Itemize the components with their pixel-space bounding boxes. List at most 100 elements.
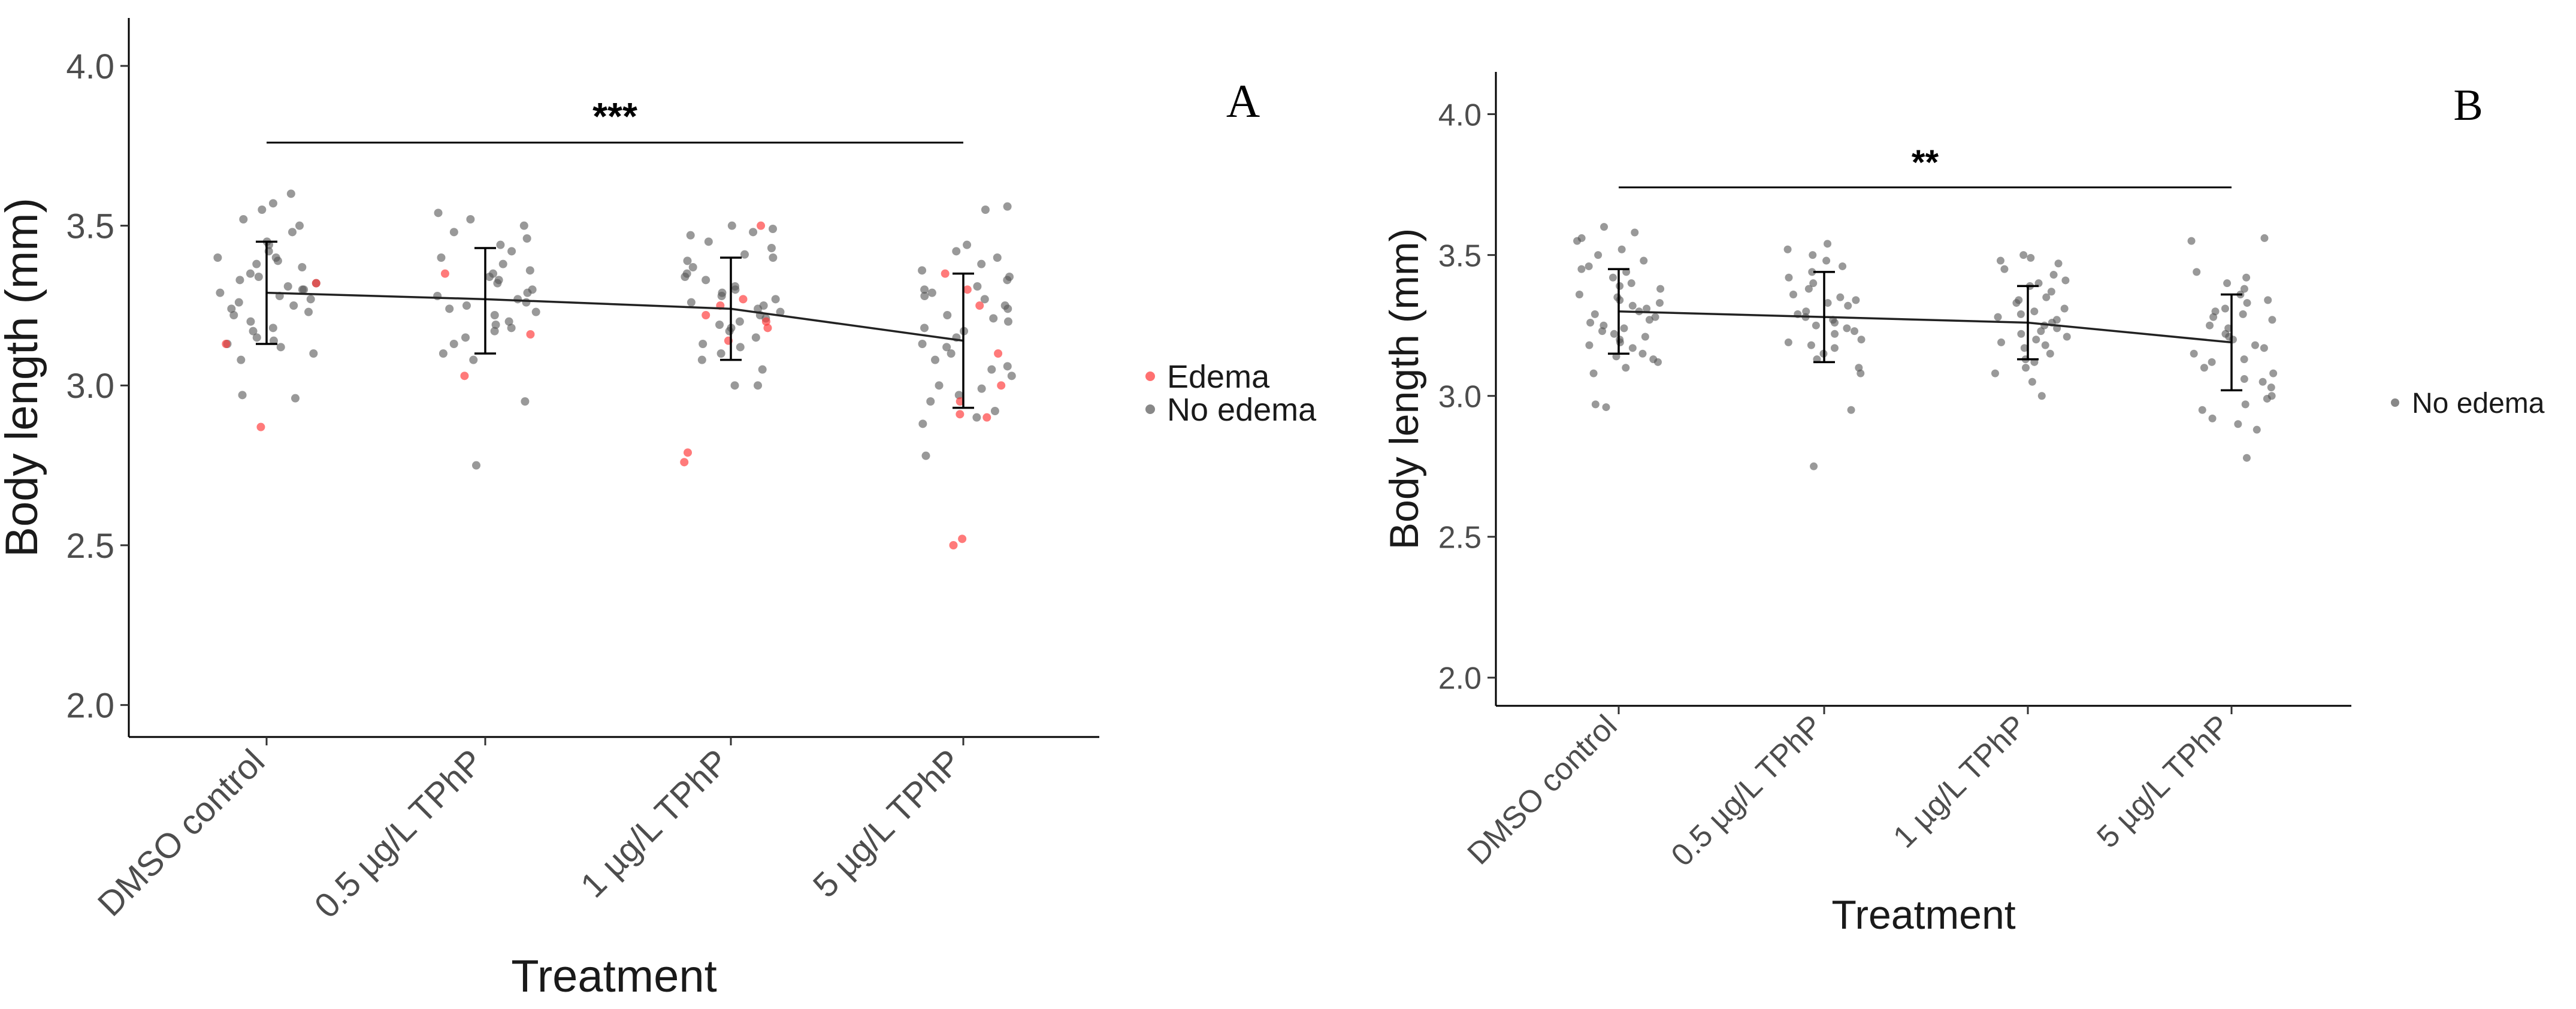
no-edema-point (1007, 371, 1016, 380)
legend-key (2391, 398, 2399, 407)
edema-point (956, 410, 965, 419)
no-edema-point (952, 247, 961, 256)
no-edema-point (2049, 271, 2058, 279)
no-edema-point (1628, 344, 1637, 352)
no-edema-point (239, 215, 248, 223)
no-edema-point (2042, 293, 2051, 301)
no-edema-point (469, 355, 478, 364)
edema-point (680, 458, 689, 467)
mean-trend-line (266, 291, 964, 342)
no-edema-point (735, 317, 744, 326)
no-edema-point (1586, 318, 1595, 327)
no-edema-point (1602, 403, 1610, 412)
x-tick-label: 5 µg/L TPhP (2090, 708, 2236, 854)
legend-key (1145, 404, 1155, 414)
y-axis-title: Body length (mm) (0, 198, 47, 557)
no-edema-point (1807, 341, 1815, 349)
no-edema-point (751, 333, 760, 342)
no-edema-point (2017, 330, 2025, 338)
x-axis-title: Treatment (511, 951, 717, 1002)
no-edema-point (1627, 279, 1635, 288)
no-edema-point (1789, 290, 1798, 298)
no-edema-point (1783, 245, 1792, 253)
no-edema-point (2022, 364, 2030, 372)
no-edema-point (989, 314, 998, 323)
no-edema-point (306, 295, 315, 304)
edema-point (956, 397, 965, 406)
no-edema-point (754, 381, 763, 390)
no-edema-point (2027, 253, 2035, 262)
no-edema-point (1784, 338, 1792, 346)
no-edema-point (531, 307, 540, 316)
x-axis-title: Treatment (1831, 892, 2015, 938)
no-edema-point (2267, 383, 2275, 392)
no-edema-point (522, 234, 531, 243)
no-edema-point (1824, 299, 1832, 307)
no-edema-point (462, 301, 471, 310)
no-edema-point (246, 269, 255, 278)
no-edema-point (702, 276, 710, 285)
x-tick-label: 0.5 µg/L TPhP (307, 742, 491, 926)
no-edema-point (2037, 327, 2045, 336)
edema-point (761, 317, 770, 326)
no-edema-point (2030, 307, 2039, 316)
edema-point (440, 269, 449, 278)
no-edema-point (973, 282, 982, 291)
no-edema-point (977, 384, 986, 393)
no-edema-point (2260, 344, 2268, 352)
no-edema-point (1577, 265, 1586, 273)
no-edema-point (521, 397, 530, 406)
y-tick-label: 2.0 (1438, 661, 1481, 696)
no-edema-point (987, 365, 996, 374)
no-edema-point (920, 324, 929, 333)
no-edema-point (286, 189, 295, 198)
no-edema-point (2242, 454, 2251, 462)
y-tick-label: 4.0 (66, 47, 114, 86)
no-edema-point (1655, 299, 1664, 307)
no-edema-point (1839, 262, 1847, 270)
no-edema-point (2251, 341, 2259, 349)
no-edema-point (980, 295, 989, 304)
no-edema-point (2063, 333, 2071, 341)
legend-label: Edema (1167, 359, 1270, 395)
edema-point (963, 285, 972, 294)
no-edema-point (2260, 234, 2269, 242)
no-edema-point (1822, 256, 1831, 265)
no-edema-point (1843, 324, 1851, 333)
no-edema-point (993, 253, 1002, 262)
no-edema-point (507, 324, 516, 333)
no-edema-point (525, 266, 534, 275)
no-edema-point (683, 256, 692, 265)
no-edema-point (771, 295, 780, 304)
edema-point (222, 340, 231, 348)
no-edema-point (513, 295, 522, 304)
no-edema-point (490, 327, 499, 336)
legend-label: No edema (2412, 388, 2545, 419)
x-tick-label: 1 µg/L TPhP (1886, 708, 2033, 854)
no-edema-point (935, 381, 944, 390)
edema-point (949, 541, 958, 549)
y-tick-label: 3.5 (1438, 238, 1481, 273)
no-edema-point (1003, 304, 1012, 313)
no-edema-point (2243, 299, 2251, 307)
no-edema-point (1003, 362, 1012, 371)
no-edema-point (717, 292, 726, 300)
no-edema-point (681, 273, 690, 281)
no-edema-point (1591, 400, 1600, 409)
no-edema-point (697, 355, 706, 364)
no-edema-point (461, 333, 470, 342)
no-edema-point (254, 273, 263, 281)
no-edema-point (1641, 333, 1649, 341)
no-edema-point (769, 253, 778, 262)
no-edema-point (504, 317, 513, 326)
no-edema-point (947, 349, 956, 358)
no-edema-point (490, 311, 499, 319)
no-edema-point (496, 240, 505, 249)
no-edema-point (1585, 341, 1594, 349)
no-edema-point (704, 237, 713, 246)
edema-point (526, 330, 535, 339)
no-edema-point (921, 451, 930, 460)
no-edema-point (1847, 406, 1855, 414)
no-edema-point (2208, 414, 2217, 422)
no-edema-point (1852, 296, 1860, 304)
